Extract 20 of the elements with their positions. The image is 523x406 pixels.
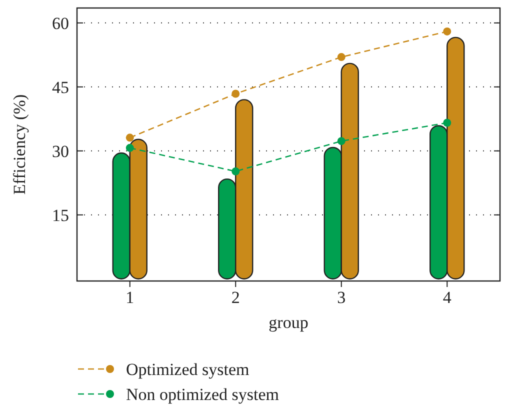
x-tick-label: 1 — [126, 288, 134, 307]
y-tick-label: 60 — [52, 14, 69, 33]
y-tick-label: 15 — [52, 206, 69, 225]
x-tick-label: 4 — [442, 288, 452, 307]
y-tick-label: 30 — [52, 142, 69, 161]
point — [337, 53, 346, 62]
point — [232, 90, 240, 98]
point — [443, 118, 452, 127]
x-tick-label: 2 — [231, 288, 240, 307]
point — [443, 27, 452, 36]
point — [232, 167, 240, 176]
y-tick-label: 45 — [52, 78, 69, 97]
y-axis-title: Efficiency (%) — [10, 94, 29, 195]
point — [126, 144, 134, 152]
x-axis-title: group — [268, 313, 308, 332]
point — [126, 134, 134, 142]
x-tick-label: 3 — [337, 288, 346, 307]
legend-label: Non optimized system — [126, 384, 279, 404]
point — [337, 137, 346, 146]
legend-label: Optimized system — [126, 360, 250, 379]
